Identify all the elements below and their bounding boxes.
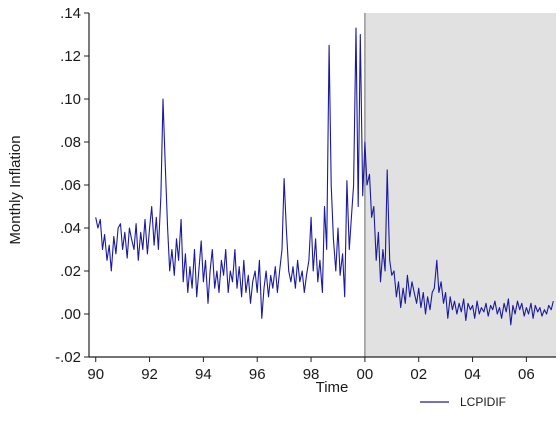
plot-area: .14 .12 .10 .08 .06 .04 .02 .00 -.02 90 92 94 96 98 0…: [55, 5, 556, 383]
y-tick-label: .04: [60, 220, 81, 237]
x-tick-label: 94: [195, 366, 212, 383]
y-tick-label: .12: [60, 48, 81, 65]
x-tick-label: 04: [464, 366, 481, 383]
legend-label-lcpidif: LCPIDIF: [460, 395, 506, 409]
y-axis-title: Monthly Inflation: [7, 135, 24, 244]
y-tick-label: .00: [60, 306, 81, 323]
x-tick-label: 00: [357, 366, 374, 383]
y-axis-ticks: .14 .12 .10 .08 .06 .04 .02 .00 -.02: [55, 5, 89, 366]
x-tick-label: 96: [249, 366, 266, 383]
y-tick-label: .08: [60, 134, 81, 151]
x-tick-label: 06: [518, 366, 535, 383]
series-line-lcpidif: [95, 27, 554, 326]
shaded-region: [364, 13, 556, 357]
y-tick-label: .14: [60, 5, 81, 22]
y-tick-label: .10: [60, 91, 81, 108]
x-axis-ticks: 90 92 94 96 98 00 02 04 06: [87, 357, 535, 383]
y-tick-label: .02: [60, 263, 81, 280]
y-tick-label: .06: [60, 177, 81, 194]
x-tick-label: 98: [303, 366, 320, 383]
legend: LCPIDIF: [420, 395, 506, 409]
y-tick-label: -.02: [55, 349, 81, 366]
x-tick-label: 90: [87, 366, 104, 383]
x-tick-label: 92: [141, 366, 158, 383]
x-axis-title: Time: [316, 379, 349, 396]
x-tick-label: 02: [410, 366, 427, 383]
